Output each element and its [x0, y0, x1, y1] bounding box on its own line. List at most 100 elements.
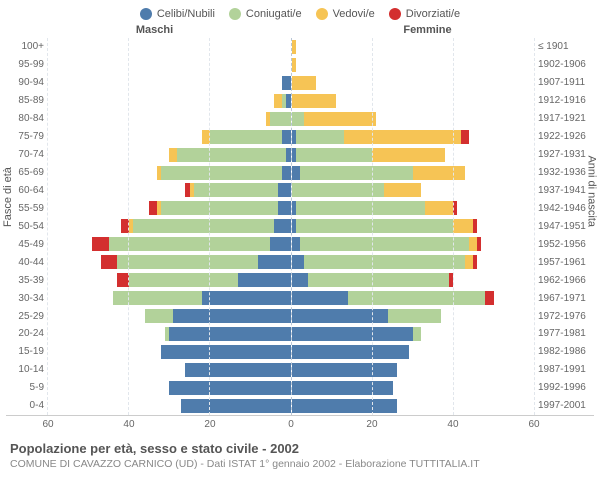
- bar-segment: [292, 166, 300, 180]
- bar-segment: [292, 363, 397, 377]
- male-bar: [202, 130, 291, 144]
- bar-segment: [278, 201, 290, 215]
- age-label: 10-14: [6, 364, 44, 375]
- plot-area: 100+95-9990-9485-8980-8475-7970-7465-696…: [6, 38, 594, 416]
- birth-year-label: 1987-1991: [538, 364, 594, 375]
- female-bar: [292, 201, 458, 215]
- male-bar: [282, 76, 290, 90]
- caption: Popolazione per età, sesso e stato civil…: [6, 441, 594, 470]
- x-axis-left: 6040200: [48, 419, 291, 431]
- bar-row: [48, 93, 291, 109]
- birth-year-label: 1982-1986: [538, 346, 594, 357]
- legend-swatch: [389, 8, 401, 20]
- male-bar: [169, 148, 290, 162]
- legend-swatch: [140, 8, 152, 20]
- bar-row: [292, 182, 535, 198]
- female-bar: [292, 148, 446, 162]
- bar-row: [48, 111, 291, 127]
- female-bar: [292, 309, 442, 323]
- bar-segment: [372, 148, 445, 162]
- legend-label: Celibi/Nubili: [157, 8, 215, 20]
- bar-row: [48, 218, 291, 234]
- legend-label: Divorziati/e: [406, 8, 460, 20]
- birth-year-label: ≤ 1901: [538, 41, 594, 52]
- male-bar: [165, 327, 290, 341]
- bar-segment: [449, 273, 453, 287]
- males-label: Maschi: [48, 24, 291, 36]
- females-label: Femmine: [291, 24, 534, 36]
- bar-segment: [308, 273, 449, 287]
- bar-row: [48, 236, 291, 252]
- age-label: 20-24: [6, 328, 44, 339]
- legend-item: Divorziati/e: [389, 8, 460, 20]
- birth-year-label: 1912-1916: [538, 95, 594, 106]
- male-bar: [161, 345, 290, 359]
- age-label: 100+: [6, 41, 44, 52]
- bar-segment: [117, 255, 258, 269]
- age-label: 5-9: [6, 382, 44, 393]
- bar-segment: [344, 130, 461, 144]
- age-label: 95-99: [6, 59, 44, 70]
- bar-row: [292, 254, 535, 270]
- bar-row: [292, 75, 535, 91]
- bar-segment: [278, 183, 290, 197]
- age-label: 15-19: [6, 346, 44, 357]
- bar-segment: [292, 309, 389, 323]
- bar-row: [292, 200, 535, 216]
- bar-segment: [210, 130, 283, 144]
- bar-segment: [413, 327, 421, 341]
- bar-segment: [274, 219, 290, 233]
- bar-row: [292, 398, 535, 414]
- birth-year-label: 1907-1911: [538, 77, 594, 88]
- bar-row: [292, 362, 535, 378]
- birth-year-label: 1917-1921: [538, 113, 594, 124]
- legend-item: Vedovi/e: [316, 8, 375, 20]
- bar-segment: [465, 255, 473, 269]
- female-bar: [292, 183, 421, 197]
- bar-row: [292, 129, 535, 145]
- birth-year-label: 1997-2001: [538, 400, 594, 411]
- bar-segment: [282, 130, 290, 144]
- bar-segment: [238, 273, 291, 287]
- age-label: 90-94: [6, 77, 44, 88]
- male-bar: [149, 201, 290, 215]
- bar-row: [292, 218, 535, 234]
- bar-segment: [292, 58, 296, 72]
- bar-segment: [292, 255, 304, 269]
- population-pyramid-chart: Celibi/NubiliConiugati/eVedovi/eDivorzia…: [0, 0, 600, 500]
- bar-segment: [292, 345, 409, 359]
- bar-segment: [388, 309, 441, 323]
- x-tick: 20: [204, 419, 215, 430]
- x-tick: 60: [42, 419, 53, 430]
- bar-segment: [292, 183, 385, 197]
- bar-segment: [185, 363, 290, 377]
- bar-segment: [473, 255, 477, 269]
- bar-row: [292, 344, 535, 360]
- bar-segment: [292, 94, 336, 108]
- bar-row: [292, 57, 535, 73]
- bar-row: [292, 236, 535, 252]
- birth-year-label: 1992-1996: [538, 382, 594, 393]
- female-bar: [292, 345, 409, 359]
- bar-segment: [101, 255, 117, 269]
- bar-segment: [296, 201, 425, 215]
- male-bar: [121, 219, 291, 233]
- bar-segment: [173, 309, 290, 323]
- bar-segment: [473, 219, 477, 233]
- bar-segment: [292, 291, 349, 305]
- female-bar: [292, 237, 482, 251]
- bar-segment: [348, 291, 485, 305]
- bar-row: [48, 326, 291, 342]
- x-tick: 20: [366, 419, 377, 430]
- male-bar: [274, 94, 290, 108]
- y-axis-right-title: Anni di nascita: [586, 155, 598, 227]
- bar-row: [48, 290, 291, 306]
- bar-row: [292, 39, 535, 55]
- male-bar: [266, 112, 290, 126]
- bar-row: [48, 200, 291, 216]
- legend: Celibi/NubiliConiugati/eVedovi/eDivorzia…: [6, 8, 594, 20]
- age-label: 35-39: [6, 275, 44, 286]
- bar-segment: [292, 40, 296, 54]
- bar-segment: [292, 237, 300, 251]
- age-label: 30-34: [6, 293, 44, 304]
